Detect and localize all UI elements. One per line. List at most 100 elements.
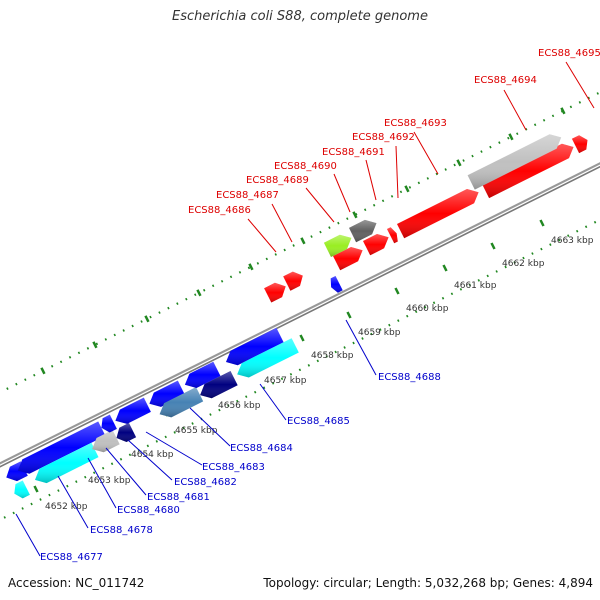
gene-ecs88-4690b-shade [349, 219, 377, 243]
scale-label: 4663 kbp [551, 236, 594, 246]
outer-tick [456, 159, 462, 167]
outer-tick [40, 367, 46, 375]
backbone-line [0, 165, 600, 468]
gene-ecs88-4682-shade [115, 397, 151, 424]
scale-tick [490, 242, 496, 250]
leader-line [271, 203, 293, 243]
gene-label[interactable]: ECS88_4691 [322, 147, 385, 158]
gene-features [6, 134, 588, 499]
gene-ecs88-4683-shade [149, 380, 185, 407]
scale-tick [299, 334, 305, 342]
gene-ecs88-4689-shade [333, 247, 363, 271]
leader-line [87, 457, 117, 509]
label-leader-lines [15, 61, 595, 557]
gene-ecs88-4694b-shade [467, 134, 562, 190]
outer-tick [300, 237, 306, 245]
gene-label[interactable]: ECS88_4686 [188, 205, 251, 216]
gene-ecs88-4694-shade [481, 143, 574, 199]
scale-label: 4654 kbp [131, 450, 174, 460]
scale-tick [33, 485, 39, 493]
scale-label: 4660 kbp [406, 304, 449, 314]
gene-labels: ECS88_4686 ECS88_4687 ECS88_4689 ECS88_4690… [40, 48, 600, 563]
gene-label[interactable]: ECS88_4683 [202, 462, 265, 473]
gene-label[interactable]: ECS88_4692 [352, 132, 415, 143]
leader-line [365, 159, 377, 201]
outer-tick [196, 289, 202, 297]
leader-line [413, 131, 439, 175]
gene-ecs88-4678-shade [35, 442, 99, 484]
scale-tick [346, 311, 352, 319]
leader-line [503, 89, 527, 131]
gene-ecs88-4692-shade [387, 227, 398, 244]
scale-label: 4655 kbp [175, 426, 218, 436]
gene-label[interactable]: ECS88_4682 [174, 477, 237, 488]
leader-line [57, 475, 89, 529]
gene-ecs88-4687-shade [283, 271, 303, 291]
scale-tick [539, 219, 545, 227]
scale-tick [442, 264, 448, 272]
gene-label[interactable]: ECS88_4688 [378, 372, 441, 383]
scale-label: 4662 kbp [502, 259, 545, 269]
outer-tick [144, 315, 150, 323]
dotted-ruler [0, 91, 600, 394]
dotted-ruler [3, 218, 600, 519]
gene-ecs88-4681-shade [116, 422, 137, 442]
gene-ecs88-4690-shade [323, 234, 352, 257]
gene-ecs88-4685c-shade [237, 338, 299, 378]
gene-label[interactable]: ECS88_4695 [538, 48, 600, 59]
scale-label: 4658 kbp [311, 351, 354, 361]
gene-ecs88-4676b-shade [14, 480, 30, 499]
scale-tick [394, 287, 400, 295]
gene-ecs88-4677-shade [17, 421, 106, 474]
scale-label: 4652 kbp [45, 502, 88, 512]
leader-line [565, 61, 595, 109]
gene-ecs88-4685-shade [200, 371, 238, 399]
gene-ecs88-4679-shade [92, 430, 120, 453]
gene-label[interactable]: ECS88_4680 [117, 505, 180, 516]
gene-ecs88-4685b-shade [226, 327, 284, 366]
outer-tick [92, 341, 98, 349]
scale-ticks: 4652 kbp 4653 kbp 4654 kbp 4655 kbp 4656 kbp… [33, 107, 594, 512]
leader-line [127, 439, 173, 481]
scale-label: 4653 kbp [88, 476, 131, 486]
gene-label[interactable]: ECS88_4694 [474, 75, 537, 86]
outer-tick [560, 107, 566, 115]
gene-label[interactable]: ECS88_4677 [40, 552, 103, 563]
leader-line [247, 218, 277, 253]
gene-ecs88-4688-shade [330, 276, 343, 293]
leader-line [105, 447, 147, 496]
gene-ecs88-4695-shade [571, 135, 588, 154]
outer-tick [508, 133, 514, 141]
accession-text: Accession: NC_011742 [8, 576, 145, 590]
leader-line [189, 407, 231, 447]
gene-label[interactable]: ECS88_4681 [147, 492, 210, 503]
leader-line [333, 173, 351, 213]
gene-label[interactable]: ECS88_4690 [274, 161, 337, 172]
gene-ecs88-4686-shade [264, 282, 286, 303]
gene-ecs88-4685a-shade [184, 361, 221, 388]
gene-label[interactable]: ECS88_4687 [216, 190, 279, 201]
leader-line [145, 431, 203, 466]
gene-label[interactable]: ECS88_4684 [230, 443, 293, 454]
scale-label: 4659 kbp [358, 328, 401, 338]
gene-label[interactable]: ECS88_4685 [287, 416, 350, 427]
gene-ecs88-4693-shade [397, 189, 479, 239]
genome-backbone [0, 162, 600, 468]
gene-ecs88-4691-shade [363, 234, 389, 256]
scale-label: 4661 kbp [454, 281, 497, 291]
gene-ecs88-4680-shade [101, 414, 117, 433]
leader-line [305, 187, 335, 223]
leader-line [395, 145, 399, 199]
leader-line [259, 383, 287, 421]
scale-label: 4656 kbp [218, 401, 261, 411]
gene-label[interactable]: ECS88_4693 [384, 118, 447, 129]
gene-label[interactable]: ECS88_4689 [246, 175, 309, 186]
outer-tick [248, 263, 254, 271]
outer-tick [352, 211, 358, 219]
leader-line [345, 319, 377, 376]
map-title: Escherichia coli S88, complete genome [172, 9, 428, 24]
gene-label[interactable]: ECS88_4678 [90, 525, 153, 536]
leader-line [15, 513, 41, 557]
scale-label: 4657 kbp [264, 376, 307, 386]
